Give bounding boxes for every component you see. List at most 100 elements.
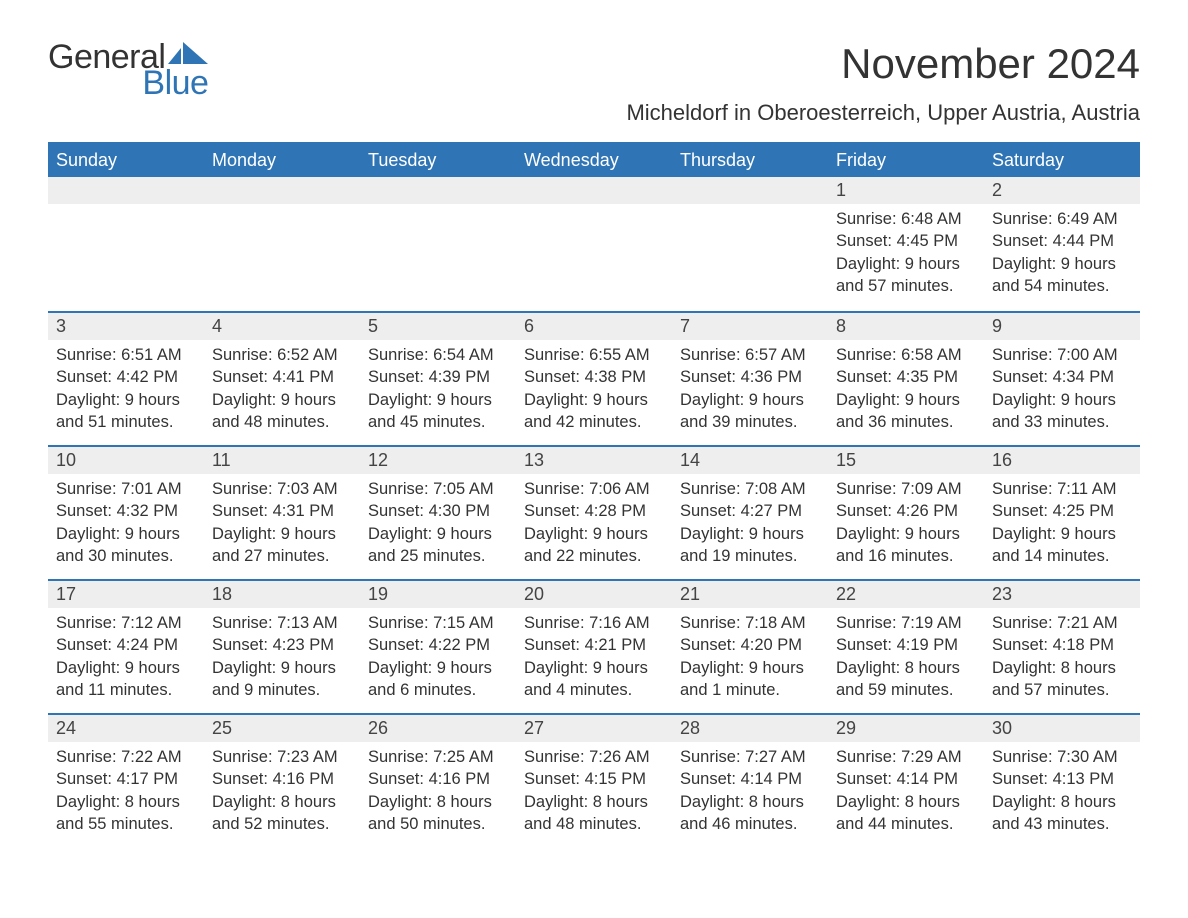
sunset-value: 4:27 PM: [741, 502, 802, 520]
day-number: 22: [828, 579, 984, 608]
daylight-line: Daylight: 8 hours and 57 minutes.: [992, 657, 1132, 702]
day-number: 26: [360, 713, 516, 742]
daylight-label: Daylight:: [836, 391, 900, 409]
sunrise-value: 7:15 AM: [433, 614, 494, 632]
sunset-value: 4:35 PM: [897, 368, 958, 386]
sunset-line: Sunset: 4:16 PM: [368, 768, 508, 790]
sunset-label: Sunset:: [56, 368, 112, 386]
weekday-header: Sunday: [48, 143, 204, 177]
sunrise-value: 6:51 AM: [121, 346, 182, 364]
sunset-line: Sunset: 4:19 PM: [836, 634, 976, 656]
sunrise-label: Sunrise:: [212, 748, 273, 766]
day-number: 10: [48, 445, 204, 474]
daylight-line: Daylight: 9 hours and 16 minutes.: [836, 523, 976, 568]
day-content: Sunrise: 7:05 AMSunset: 4:30 PMDaylight:…: [360, 474, 516, 571]
day-content: Sunrise: 7:30 AMSunset: 4:13 PMDaylight:…: [984, 742, 1140, 839]
calendar-day-cell: 23Sunrise: 7:21 AMSunset: 4:18 PMDayligh…: [984, 579, 1140, 713]
day-number: 1: [828, 177, 984, 204]
sunset-line: Sunset: 4:17 PM: [56, 768, 196, 790]
day-content: Sunrise: 7:18 AMSunset: 4:20 PMDaylight:…: [672, 608, 828, 705]
day-number: 25: [204, 713, 360, 742]
day-content: Sunrise: 7:23 AMSunset: 4:16 PMDaylight:…: [204, 742, 360, 839]
sunrise-line: Sunrise: 7:16 AM: [524, 612, 664, 634]
sunset-label: Sunset:: [212, 636, 268, 654]
sunset-label: Sunset:: [368, 502, 424, 520]
calendar-day-cell: 27Sunrise: 7:26 AMSunset: 4:15 PMDayligh…: [516, 713, 672, 847]
sunset-value: 4:44 PM: [1053, 232, 1114, 250]
calendar-day-cell: 2Sunrise: 6:49 AMSunset: 4:44 PMDaylight…: [984, 177, 1140, 311]
day-content: Sunrise: 6:58 AMSunset: 4:35 PMDaylight:…: [828, 340, 984, 437]
sunrise-value: 7:19 AM: [901, 614, 962, 632]
sunrise-value: 7:03 AM: [277, 480, 338, 498]
calendar-day-cell: 3Sunrise: 6:51 AMSunset: 4:42 PMDaylight…: [48, 311, 204, 445]
day-content: Sunrise: 7:08 AMSunset: 4:27 PMDaylight:…: [672, 474, 828, 571]
sunrise-value: 7:26 AM: [589, 748, 650, 766]
calendar-day-cell: [48, 177, 204, 311]
daylight-line: Daylight: 8 hours and 43 minutes.: [992, 791, 1132, 836]
daylight-line: Daylight: 9 hours and 54 minutes.: [992, 253, 1132, 298]
day-content: Sunrise: 7:12 AMSunset: 4:24 PMDaylight:…: [48, 608, 204, 705]
sunset-value: 4:21 PM: [585, 636, 646, 654]
sunset-value: 4:25 PM: [1053, 502, 1114, 520]
daylight-label: Daylight:: [368, 659, 432, 677]
daylight-line: Daylight: 8 hours and 52 minutes.: [212, 791, 352, 836]
sunset-label: Sunset:: [56, 502, 112, 520]
day-content: Sunrise: 6:55 AMSunset: 4:38 PMDaylight:…: [516, 340, 672, 437]
sunset-label: Sunset:: [836, 232, 892, 250]
day-content: Sunrise: 7:09 AMSunset: 4:26 PMDaylight:…: [828, 474, 984, 571]
sunset-label: Sunset:: [368, 368, 424, 386]
daylight-line: Daylight: 8 hours and 46 minutes.: [680, 791, 820, 836]
daylight-label: Daylight:: [212, 391, 276, 409]
page-subtitle: Micheldorf in Oberoesterreich, Upper Aus…: [626, 100, 1140, 126]
daylight-line: Daylight: 9 hours and 6 minutes.: [368, 657, 508, 702]
sunrise-line: Sunrise: 7:26 AM: [524, 746, 664, 768]
day-content: Sunrise: 7:29 AMSunset: 4:14 PMDaylight:…: [828, 742, 984, 839]
sunset-line: Sunset: 4:28 PM: [524, 500, 664, 522]
sunrise-value: 7:25 AM: [433, 748, 494, 766]
sunset-value: 4:15 PM: [585, 770, 646, 788]
day-number: 12: [360, 445, 516, 474]
sunrise-label: Sunrise:: [680, 346, 741, 364]
sunrise-line: Sunrise: 6:58 AM: [836, 344, 976, 366]
day-content: Sunrise: 6:57 AMSunset: 4:36 PMDaylight:…: [672, 340, 828, 437]
sunrise-value: 7:16 AM: [589, 614, 650, 632]
daylight-line: Daylight: 9 hours and 14 minutes.: [992, 523, 1132, 568]
daylight-line: Daylight: 9 hours and 11 minutes.: [56, 657, 196, 702]
calendar-week-row: 1Sunrise: 6:48 AMSunset: 4:45 PMDaylight…: [48, 177, 1140, 311]
sunset-line: Sunset: 4:14 PM: [836, 768, 976, 790]
day-number: 24: [48, 713, 204, 742]
sunset-value: 4:22 PM: [429, 636, 490, 654]
title-block: November 2024 Micheldorf in Oberoesterre…: [626, 40, 1140, 136]
calendar-day-cell: 9Sunrise: 7:00 AMSunset: 4:34 PMDaylight…: [984, 311, 1140, 445]
sunset-value: 4:16 PM: [429, 770, 490, 788]
daylight-label: Daylight:: [56, 793, 120, 811]
day-number: 19: [360, 579, 516, 608]
sunset-label: Sunset:: [212, 502, 268, 520]
day-number: 7: [672, 311, 828, 340]
day-content: Sunrise: 7:01 AMSunset: 4:32 PMDaylight:…: [48, 474, 204, 571]
calendar-day-cell: 17Sunrise: 7:12 AMSunset: 4:24 PMDayligh…: [48, 579, 204, 713]
sunrise-line: Sunrise: 6:51 AM: [56, 344, 196, 366]
sunset-value: 4:19 PM: [897, 636, 958, 654]
daylight-line: Daylight: 9 hours and 39 minutes.: [680, 389, 820, 434]
daylight-label: Daylight:: [212, 525, 276, 543]
daylight-label: Daylight:: [836, 793, 900, 811]
daylight-line: Daylight: 9 hours and 42 minutes.: [524, 389, 664, 434]
calendar-day-cell: [360, 177, 516, 311]
sunset-label: Sunset:: [836, 636, 892, 654]
day-content: Sunrise: 7:19 AMSunset: 4:19 PMDaylight:…: [828, 608, 984, 705]
daylight-label: Daylight:: [56, 525, 120, 543]
sunset-value: 4:34 PM: [1053, 368, 1114, 386]
day-content: Sunrise: 6:49 AMSunset: 4:44 PMDaylight:…: [984, 204, 1140, 301]
calendar-day-cell: 26Sunrise: 7:25 AMSunset: 4:16 PMDayligh…: [360, 713, 516, 847]
sunset-label: Sunset:: [680, 636, 736, 654]
sunrise-line: Sunrise: 6:57 AM: [680, 344, 820, 366]
sunrise-label: Sunrise:: [680, 614, 741, 632]
sunrise-label: Sunrise:: [212, 346, 273, 364]
sunrise-value: 7:08 AM: [745, 480, 806, 498]
daylight-line: Daylight: 9 hours and 9 minutes.: [212, 657, 352, 702]
sunset-line: Sunset: 4:24 PM: [56, 634, 196, 656]
daylight-line: Daylight: 9 hours and 27 minutes.: [212, 523, 352, 568]
sunset-value: 4:28 PM: [585, 502, 646, 520]
sunset-label: Sunset:: [368, 636, 424, 654]
